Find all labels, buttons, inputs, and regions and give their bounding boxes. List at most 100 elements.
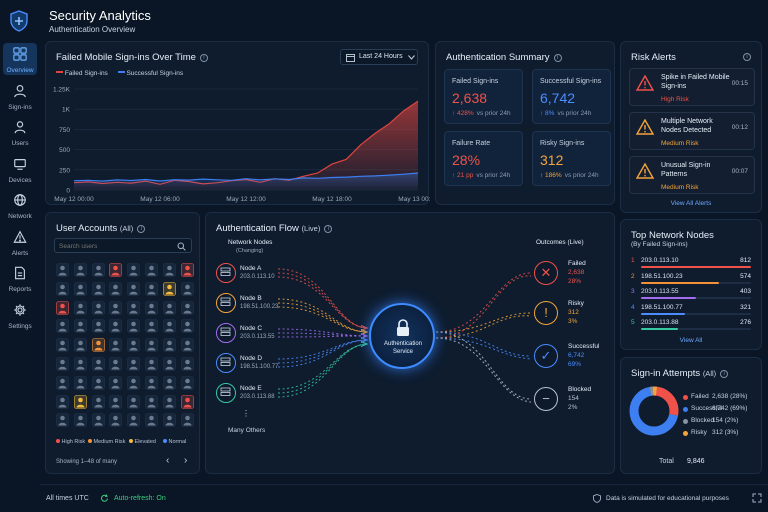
user-avatar[interactable] <box>56 357 69 371</box>
user-avatar[interactable] <box>127 413 140 428</box>
user-avatar[interactable] <box>56 263 69 277</box>
user-avatar[interactable] <box>180 263 194 277</box>
info-icon[interactable]: i <box>324 225 333 233</box>
network-node[interactable]: Node E 203.0.113.88 <box>216 383 286 405</box>
info-icon[interactable]: i <box>743 53 751 61</box>
user-avatar[interactable] <box>162 338 176 352</box>
chevron-right-icon[interactable]: › <box>184 455 188 466</box>
user-avatar[interactable] <box>127 263 140 277</box>
info-icon[interactable]: i <box>137 225 146 233</box>
user-avatar[interactable] <box>180 319 194 334</box>
info-icon[interactable]: i <box>553 54 562 62</box>
sidebar-item-alerts[interactable]: Alerts <box>3 226 37 258</box>
user-avatar[interactable] <box>56 394 69 409</box>
summary-card[interactable]: Failed Sign-ins 2,638 ↑ 428% vs prior 24h <box>444 69 523 124</box>
user-avatar[interactable] <box>73 263 87 277</box>
user-avatar[interactable] <box>145 263 158 277</box>
user-avatar[interactable] <box>145 281 158 296</box>
network-node[interactable]: Node D 198.51.100.77 <box>216 353 286 375</box>
user-avatar[interactable] <box>56 319 69 334</box>
user-avatar[interactable] <box>127 338 140 352</box>
user-avatar[interactable] <box>127 319 140 334</box>
sidebar-item-settings[interactable]: Settings <box>3 299 37 331</box>
user-avatar[interactable] <box>145 319 158 334</box>
user-avatar[interactable] <box>162 263 176 277</box>
minus-circle-icon[interactable]: − <box>534 387 558 411</box>
expand-icon[interactable] <box>752 493 762 503</box>
user-avatar[interactable] <box>109 357 123 371</box>
user-avatar[interactable] <box>109 413 123 428</box>
sidebar-item-users[interactable]: Users <box>3 116 37 148</box>
network-node[interactable]: Node A 203.0.113.10 <box>216 263 286 285</box>
user-avatar[interactable] <box>145 300 158 315</box>
info-icon[interactable]: i <box>720 370 729 378</box>
auth-service-node[interactable]: Authentication Service <box>369 303 435 369</box>
top-node-row[interactable]: 5 203.0.113.88 276 <box>631 319 751 332</box>
user-avatar[interactable] <box>162 300 176 315</box>
user-avatar[interactable] <box>127 375 140 390</box>
user-avatar[interactable] <box>73 281 87 296</box>
user-avatar[interactable] <box>91 357 105 371</box>
search-users-field[interactable] <box>54 238 192 253</box>
user-avatar[interactable] <box>162 319 176 334</box>
user-avatar[interactable] <box>180 413 194 428</box>
user-avatar[interactable] <box>91 319 105 334</box>
user-avatar[interactable] <box>127 300 140 315</box>
user-avatar[interactable] <box>91 394 105 409</box>
user-avatar[interactable] <box>109 263 123 277</box>
x-circle-icon[interactable]: ✕ <box>534 261 558 285</box>
summary-card[interactable]: Failure Rate 28% ↑ 21 pp vs prior 24h <box>444 131 523 186</box>
user-avatar[interactable] <box>109 319 123 334</box>
user-avatar[interactable] <box>73 413 87 428</box>
user-avatar[interactable] <box>109 375 123 390</box>
top-node-row[interactable]: 2 198.51.100.23 574 <box>631 273 751 286</box>
user-avatar[interactable] <box>145 394 158 409</box>
sidebar-item-overview[interactable]: Overview <box>3 43 37 75</box>
chevron-left-icon[interactable]: ‹ <box>166 455 170 466</box>
user-avatar[interactable] <box>109 394 123 409</box>
user-avatar[interactable] <box>91 263 105 277</box>
user-avatar[interactable] <box>73 338 87 352</box>
user-avatar[interactable] <box>127 357 140 371</box>
user-avatar[interactable] <box>180 375 194 390</box>
user-avatar[interactable] <box>162 375 176 390</box>
user-avatar[interactable] <box>162 413 176 428</box>
sidebar-item-devices[interactable]: Devices <box>3 153 37 185</box>
user-avatar[interactable] <box>56 300 69 315</box>
risk-alert-item[interactable]: Unusual Sign-in Patterns Medium Risk 00:… <box>629 156 755 194</box>
view-all-alerts-link[interactable]: View All Alerts <box>670 200 712 207</box>
time-range-dropdown[interactable]: Last 24 Hours <box>340 49 418 65</box>
view-all-nodes-link[interactable]: View All <box>679 337 703 344</box>
user-avatar[interactable] <box>73 375 87 390</box>
user-avatar[interactable] <box>145 338 158 352</box>
summary-card[interactable]: Successful Sign-ins 6,742 ↑ 8% vs prior 2… <box>532 69 611 124</box>
user-avatar[interactable] <box>162 394 176 409</box>
user-avatar[interactable] <box>91 375 105 390</box>
auto-refresh-status[interactable]: Auto-refresh: On <box>114 495 166 502</box>
risk-alert-item[interactable]: Spike in Failed Mobile Sign-ins High Ris… <box>629 68 755 106</box>
user-avatar[interactable] <box>73 319 87 334</box>
check-circle-icon[interactable]: ✓ <box>534 344 558 368</box>
user-avatar[interactable] <box>56 338 69 352</box>
user-avatar[interactable] <box>91 413 105 428</box>
refresh-icon[interactable] <box>100 494 109 503</box>
user-avatar[interactable] <box>73 394 87 409</box>
network-node[interactable]: Node C 203.0.113.55 <box>216 323 286 345</box>
top-node-row[interactable]: 4 198.51.100.77 321 <box>631 304 751 317</box>
user-avatar[interactable] <box>145 413 158 428</box>
user-avatar[interactable] <box>145 357 158 371</box>
sidebar-item-sign-ins[interactable]: Sign-ins <box>3 80 37 112</box>
user-avatar[interactable] <box>180 357 194 371</box>
top-node-row[interactable]: 3 203.0.113.55 403 <box>631 288 751 301</box>
user-avatar[interactable] <box>109 338 123 352</box>
user-avatar[interactable] <box>91 338 105 352</box>
user-avatar[interactable] <box>56 375 69 390</box>
summary-card[interactable]: Risky Sign-ins 312 ↑ 186% vs prior 24h <box>532 131 611 186</box>
user-avatar[interactable] <box>127 281 140 296</box>
user-avatar[interactable] <box>180 281 194 296</box>
exclamation-circle-icon[interactable]: ! <box>534 301 558 325</box>
sidebar-item-reports[interactable]: Reports <box>3 262 37 294</box>
risk-alert-item[interactable]: Multiple Network Nodes Detected Medium R… <box>629 112 755 150</box>
user-avatar[interactable] <box>56 413 69 428</box>
top-node-row[interactable]: 1 203.0.113.10 812 <box>631 257 751 270</box>
